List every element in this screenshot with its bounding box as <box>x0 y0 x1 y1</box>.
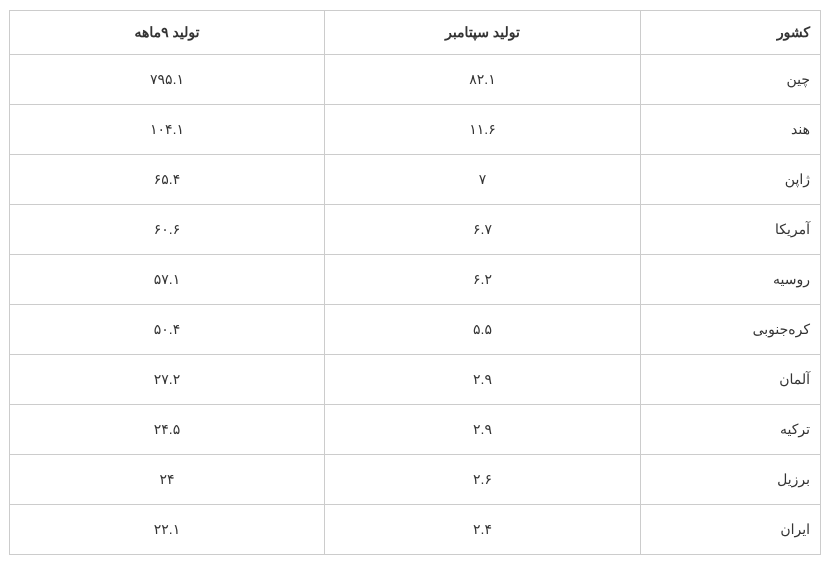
cell-september: ۲.۶ <box>325 455 641 505</box>
table-row: آمریکا ۶.۷ ۶۰.۶ <box>10 205 821 255</box>
cell-country: آمریکا <box>641 205 821 255</box>
cell-nine-month: ۶۰.۶ <box>10 205 325 255</box>
col-header-september: تولید سپتامبر <box>325 11 641 55</box>
cell-country: روسیه <box>641 255 821 305</box>
table-row: ژاپن ۷ ۶۵.۴ <box>10 155 821 205</box>
cell-country: آلمان <box>641 355 821 405</box>
table-row: برزیل ۲.۶ ۲۴ <box>10 455 821 505</box>
cell-nine-month: ۵۰.۴ <box>10 305 325 355</box>
cell-nine-month: ۲۲.۱ <box>10 505 325 555</box>
cell-nine-month: ۲۴ <box>10 455 325 505</box>
production-table: کشور تولید سپتامبر تولید ۹ماهه چین ۸۲.۱ … <box>9 10 821 555</box>
cell-september: ۸۲.۱ <box>325 55 641 105</box>
table-row: ترکیه ۲.۹ ۲۴.۵ <box>10 405 821 455</box>
col-header-nine-month: تولید ۹ماهه <box>10 11 325 55</box>
cell-country: چین <box>641 55 821 105</box>
cell-nine-month: ۲۷.۲ <box>10 355 325 405</box>
cell-september: ۲.۹ <box>325 405 641 455</box>
table-header-row: کشور تولید سپتامبر تولید ۹ماهه <box>10 11 821 55</box>
cell-country: ترکیه <box>641 405 821 455</box>
cell-nine-month: ۲۴.۵ <box>10 405 325 455</box>
table-row: آلمان ۲.۹ ۲۷.۲ <box>10 355 821 405</box>
cell-september: ۶.۷ <box>325 205 641 255</box>
table-row: روسیه ۶.۲ ۵۷.۱ <box>10 255 821 305</box>
cell-nine-month: ۱۰۴.۱ <box>10 105 325 155</box>
cell-nine-month: ۶۵.۴ <box>10 155 325 205</box>
table-row: کره‌جنوبی ۵.۵ ۵۰.۴ <box>10 305 821 355</box>
cell-september: ۲.۹ <box>325 355 641 405</box>
cell-country: برزیل <box>641 455 821 505</box>
cell-september: ۶.۲ <box>325 255 641 305</box>
cell-september: ۱۱.۶ <box>325 105 641 155</box>
cell-nine-month: ۷۹۵.۱ <box>10 55 325 105</box>
table-body: چین ۸۲.۱ ۷۹۵.۱ هند ۱۱.۶ ۱۰۴.۱ ژاپن ۷ ۶۵.… <box>10 55 821 555</box>
cell-country: ژاپن <box>641 155 821 205</box>
table-row: ایران ۲.۴ ۲۲.۱ <box>10 505 821 555</box>
table-row: هند ۱۱.۶ ۱۰۴.۱ <box>10 105 821 155</box>
cell-september: ۷ <box>325 155 641 205</box>
table-row: چین ۸۲.۱ ۷۹۵.۱ <box>10 55 821 105</box>
cell-nine-month: ۵۷.۱ <box>10 255 325 305</box>
col-header-country: کشور <box>641 11 821 55</box>
cell-country: هند <box>641 105 821 155</box>
cell-september: ۲.۴ <box>325 505 641 555</box>
cell-country: کره‌جنوبی <box>641 305 821 355</box>
cell-country: ایران <box>641 505 821 555</box>
cell-september: ۵.۵ <box>325 305 641 355</box>
